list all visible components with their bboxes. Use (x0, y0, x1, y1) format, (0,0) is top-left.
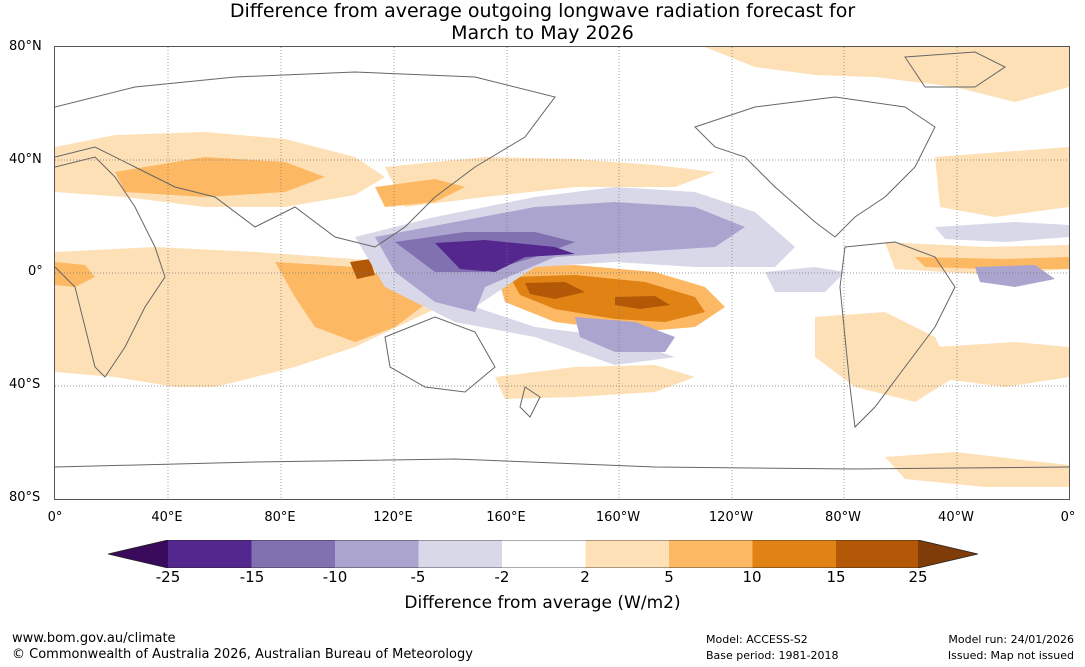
anomaly-neg-atlantic (935, 222, 1069, 242)
title-line-1: Difference from average outgoing longwav… (229, 0, 856, 22)
colorbar-bin-neg15-neg10 (251, 540, 335, 568)
coastline-africa (55, 156, 166, 378)
colorbar-extend-low (108, 540, 168, 568)
lon-label-120e: 120°E (373, 510, 413, 525)
colorbar-tick-pos25: 25 (908, 568, 928, 586)
colorbar-bin-pos10-pos15 (752, 540, 836, 568)
anomaly-north-atlantic (705, 47, 1069, 102)
coastline-eurasia (55, 71, 556, 248)
footer-website: www.bom.gov.au/climate (12, 631, 176, 646)
anomaly-south-pacific (495, 365, 695, 399)
lat-label-80s: 80°S (9, 490, 41, 505)
map-canvas (55, 47, 1069, 499)
colorbar-tick-pos10: 10 (742, 568, 762, 586)
lat-label-40n: 40°N (9, 152, 42, 167)
footer-base-period: Base period: 1981-2018 (706, 649, 839, 662)
anomaly-neg-15-25-pacific (435, 240, 575, 272)
colorbar-tick-pos2: 2 (580, 568, 590, 586)
lon-label-120w: 120°W (708, 510, 754, 525)
colorbar-tick-pos15: 15 (826, 568, 846, 586)
colorbar-tick-pos5: 5 (664, 568, 674, 586)
colorbar-bin-neg5-neg2 (418, 540, 502, 568)
ocean-map (54, 46, 1070, 500)
lon-label-0: 0° (47, 510, 63, 525)
lon-label-80e: 80°E (264, 510, 296, 525)
lon-label-40w: 40°W (938, 510, 974, 525)
colorbar-tick-neg15: -15 (239, 568, 265, 586)
anomaly-central-asia (115, 157, 325, 197)
anomaly-south-atlantic (935, 342, 1069, 387)
anomaly-neg-east-pacific (765, 267, 845, 292)
anomaly-15-25-regions (350, 259, 670, 309)
lat-label-80n: 80°N (9, 39, 42, 54)
anomaly-neg-5-10-pacific (375, 202, 745, 312)
colorbar-bin-pos5-pos10 (669, 540, 753, 568)
colorbar-bin-pos15-pos25 (836, 540, 918, 568)
colorbar-bin-neg10-neg5 (335, 540, 419, 568)
colorbar-tick-neg2: -2 (494, 568, 510, 586)
colorbar-tick-neg10: -10 (322, 568, 348, 586)
colorbar-bin-pos2-pos5 (585, 540, 669, 568)
lon-label-160e: 160°E (486, 510, 526, 525)
coastlines (55, 51, 1069, 470)
colorbar-title: Difference from average (W/m2) (404, 593, 681, 613)
lat-label-equator: 0° (28, 264, 43, 279)
map-title: Difference from average outgoing longwav… (0, 0, 1085, 44)
anomaly-atlantic-north (935, 147, 1069, 217)
lon-label-80w: 80°W (825, 510, 861, 525)
anomaly-northwest-pacific (385, 157, 715, 207)
footer-issued: Issued: Map not issued (947, 649, 1074, 662)
coastline-south-america (839, 241, 956, 429)
coastline-new-zealand (519, 386, 541, 418)
coastline-greenland (904, 51, 1006, 88)
title-line-2: March to May 2026 (451, 22, 634, 44)
lon-label-0-east: 0° (1060, 510, 1076, 525)
lat-label-40s: 40°S (9, 377, 41, 392)
anomaly-pacific-max-west (525, 282, 585, 299)
footer-model: Model: ACCESS-S2 (706, 633, 808, 646)
colorbar (108, 540, 978, 568)
anomaly-east-africa (55, 262, 95, 287)
lon-label-160w: 160°W (595, 510, 641, 525)
colorbar-extend-high (918, 540, 978, 568)
anomaly-2-5-regions (55, 47, 1069, 487)
colorbar-bin-neg2-pos2 (502, 540, 586, 568)
anomaly-south-america (815, 312, 955, 402)
colorbar-bin-neg25-neg15 (168, 540, 252, 568)
anomaly-east-asia (375, 179, 465, 207)
graticule (55, 47, 1069, 499)
lon-label-40e: 40°E (151, 510, 183, 525)
coastline-north-america (694, 96, 936, 238)
colorbar-tick-neg5: -5 (410, 568, 426, 586)
coastline-antarctica (55, 458, 1069, 470)
anomaly-negative-regions (355, 187, 1069, 365)
anomaly-pacific-max-east (615, 296, 670, 309)
anomaly-neg-south-atlantic (975, 265, 1055, 287)
footer-model-run: Model run: 24/01/2026 (948, 633, 1074, 646)
colorbar-tick-neg25: -25 (155, 568, 181, 586)
anomaly-neg-south-pacific (575, 317, 675, 352)
coastline-australia (384, 316, 496, 393)
anomaly-southern-ocean (885, 452, 1069, 487)
footer-copyright: © Commonwealth of Australia 2026, Austra… (12, 647, 473, 662)
anomaly-indonesia-max (350, 259, 375, 279)
